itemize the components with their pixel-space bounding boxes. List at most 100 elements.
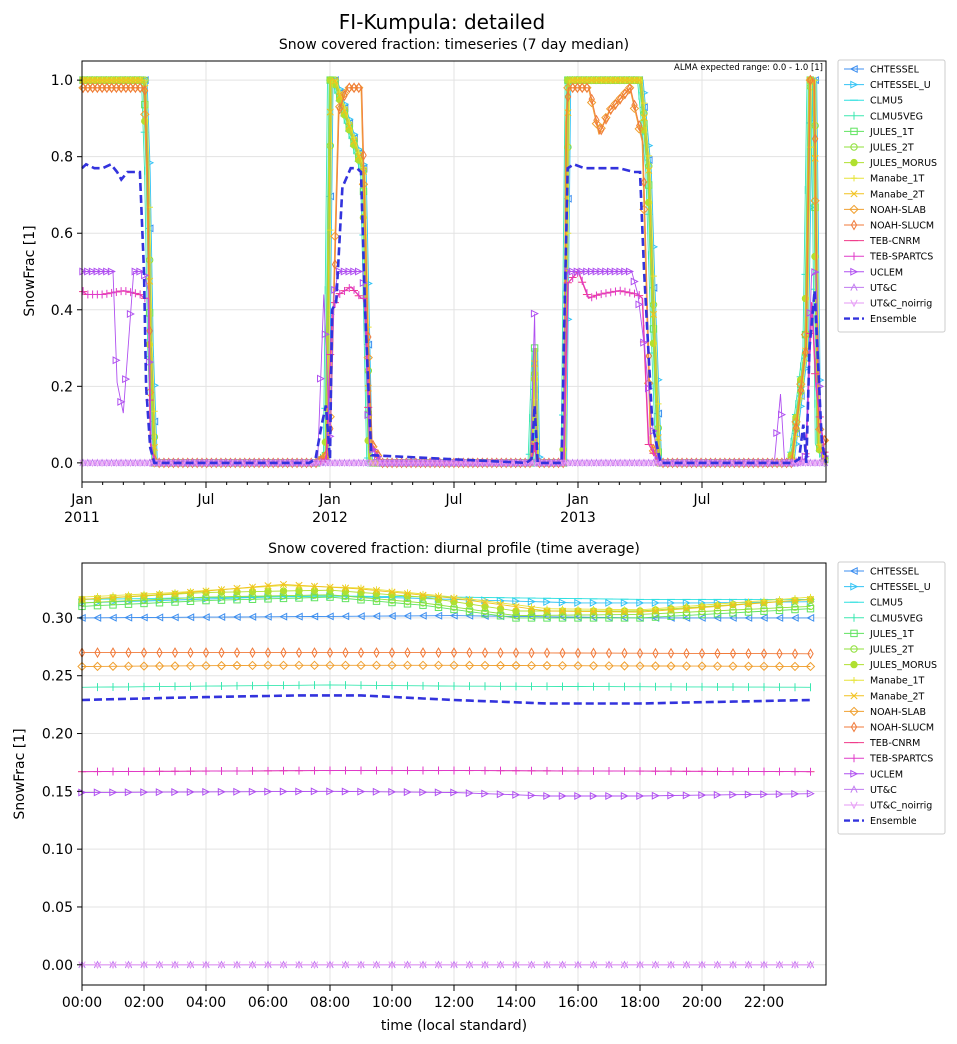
- diurnal-legend-entry-chtessel-u: CHTESSEL_U: [844, 582, 931, 593]
- diurnal-point-manabe-2t: [806, 595, 815, 603]
- diurnal-point-noah-slab: [263, 660, 273, 671]
- timeseries-point-manabe-2t: [345, 122, 353, 130]
- diurnal-point-manabe-2t: [589, 608, 598, 616]
- timeseries-legend-label-noah-slucm: NOAH-SLUCM: [870, 221, 934, 232]
- diurnal-ytick-label: 0.30: [42, 611, 73, 627]
- diurnal-point-uclem: [326, 787, 335, 796]
- diurnal-point-noah-slucm: [326, 647, 334, 659]
- diurnal-point-noah-slucm: [171, 647, 179, 659]
- diurnal-point-manabe-2t: [682, 605, 691, 613]
- diurnal-line-ensemble: [81, 694, 811, 705]
- diurnal-point-noah-slab: [325, 660, 335, 671]
- diurnal-point-jules-1t: [512, 614, 520, 622]
- diurnal-xtick-label: 06:00: [248, 995, 288, 1011]
- diurnal-point-utandc-noirrig: [713, 961, 722, 970]
- timeseries-point-manabe-1t: [640, 99, 648, 107]
- timeseries-legend-entry-chtessel: CHTESSEL: [844, 65, 920, 76]
- diurnal-legend-marker-jules-morus: [850, 660, 858, 669]
- diurnal-point-manabe-2t: [775, 598, 784, 606]
- diurnal-point-chtessel: [372, 612, 381, 621]
- diurnal-legend-label-chtessel: CHTESSEL: [870, 567, 920, 578]
- timeseries-line-manabe-1t: [84, 79, 827, 464]
- diurnal-point-uclem: [419, 788, 428, 797]
- diurnal-point-manabe-2t: [279, 580, 288, 588]
- diurnal-point-uclem: [558, 791, 567, 800]
- diurnal-point-uclem: [667, 791, 676, 800]
- diurnal-point-utandc-noirrig: [388, 961, 396, 970]
- diurnal-point-jules-1t: [279, 594, 288, 603]
- timeseries-legend-entry-clmu5: CLMU5: [844, 96, 903, 107]
- diurnal-point-noah-slucm: [683, 647, 690, 659]
- diurnal-point-noah-slucm: [295, 647, 303, 659]
- diurnal-point-noah-slab: [495, 660, 506, 671]
- diurnal-legend-entry-utandc-noirrig: UT&C_noirrig: [844, 801, 932, 812]
- diurnal-legend-entry-jules-morus: JULES_MORUS: [844, 660, 937, 671]
- diurnal-point-utandc: [109, 960, 117, 969]
- timeseries-point-noah-slab: [615, 93, 625, 104]
- diurnal-ytick-label: 0.20: [42, 727, 73, 743]
- diurnal-series-teb-spartcs: [81, 766, 811, 776]
- timeseries-point-manabe-1t: [355, 149, 363, 156]
- timeseries-point-uclem: [79, 267, 88, 276]
- diurnal-point-chtessel: [232, 612, 241, 621]
- diurnal-point-chtessel-u: [620, 598, 629, 607]
- diurnal-point-manabe-2t: [760, 599, 768, 607]
- diurnal-point-utandc-noirrig: [760, 961, 768, 970]
- timeseries-legend-entry-jules-2t: JULES_2T: [844, 143, 914, 154]
- diurnal-point-manabe-1t: [388, 587, 396, 595]
- diurnal-point-manabe-2t: [310, 582, 319, 590]
- timeseries-legend-entry-ensemble: Ensemble: [844, 314, 917, 325]
- timeseries-point-manabe-2t: [136, 76, 144, 84]
- timeseries-point-noah-slucm: [350, 82, 358, 94]
- diurnal-point-chtessel-u: [589, 598, 598, 607]
- timeseries-line-chtessel: [83, 79, 827, 464]
- diurnal-point-jules-1t: [388, 598, 396, 607]
- diurnal-point-noah-slab: [774, 661, 785, 672]
- timeseries-point-manabe-1t: [350, 134, 358, 141]
- diurnal-ytick-label: 0.25: [42, 669, 73, 685]
- timeseries-point-jules-1t: [649, 325, 658, 333]
- timeseries-point-noah-slucm: [331, 259, 339, 271]
- diurnal-point-utandc-noirrig: [543, 961, 551, 970]
- diurnal-point-jules-1t: [372, 597, 381, 605]
- diurnal-point-uclem: [248, 787, 257, 796]
- timeseries-point-noah-slucm: [89, 82, 96, 94]
- diurnal-point-noah-slab: [557, 660, 568, 671]
- diurnal-point-utandc-noirrig: [744, 961, 753, 970]
- timeseries-point-manabe-1t: [650, 272, 657, 280]
- timeseries-point-uclem: [568, 267, 577, 276]
- diurnal-point-utandc-noirrig: [620, 961, 629, 970]
- timeseries-point-noah-slucm: [346, 82, 353, 94]
- timeseries-point-noah-slucm: [807, 74, 814, 86]
- timeseries-point-noah-slucm: [602, 113, 610, 125]
- diurnal-point-noah-slucm: [543, 647, 551, 659]
- diurnal-point-noah-slucm: [264, 647, 272, 659]
- diurnal-point-noah-slab: [588, 661, 599, 671]
- diurnal-point-chtessel: [310, 612, 319, 621]
- diurnal-point-noah-slab: [728, 661, 738, 671]
- diurnal-point-uclem: [791, 789, 800, 798]
- timeseries-legend-marker-chtessel-u: [850, 80, 859, 89]
- timeseries-point-manabe-2t: [326, 108, 334, 116]
- diurnal-point-utandc-noirrig: [605, 961, 613, 970]
- diurnal-point-chtessel-u: [543, 598, 552, 607]
- diurnal-point-utandc-noirrig: [636, 961, 644, 970]
- diurnal-point-manabe-1t: [466, 595, 473, 603]
- diurnal-point-utandc-noirrig: [295, 961, 303, 970]
- diurnal-point-utandc-noirrig: [202, 961, 210, 970]
- diurnal-point-uclem: [775, 790, 784, 799]
- timeseries-point-manabe-2t: [635, 76, 643, 84]
- diurnal-point-utandc-noirrig: [357, 961, 365, 970]
- diurnal-point-uclem: [682, 791, 691, 800]
- diurnal-line-manabe-2t: [81, 583, 811, 613]
- diurnal-point-utandc-noirrig: [155, 961, 164, 970]
- diurnal-point-uclem: [217, 787, 226, 796]
- diurnal-point-utandc: [295, 960, 303, 969]
- diurnal-series-manabe-2t: [78, 580, 815, 616]
- diurnal-point-manabe-1t: [280, 582, 287, 589]
- diurnal-legend-entry-jules-2t: JULES_2T: [844, 645, 914, 656]
- timeseries-point-uclem: [564, 267, 573, 276]
- diurnal-point-noah-slab: [92, 661, 103, 672]
- timeseries-point-uclem: [93, 267, 102, 276]
- diurnal-legend-entry-utandc: UT&C: [844, 785, 897, 796]
